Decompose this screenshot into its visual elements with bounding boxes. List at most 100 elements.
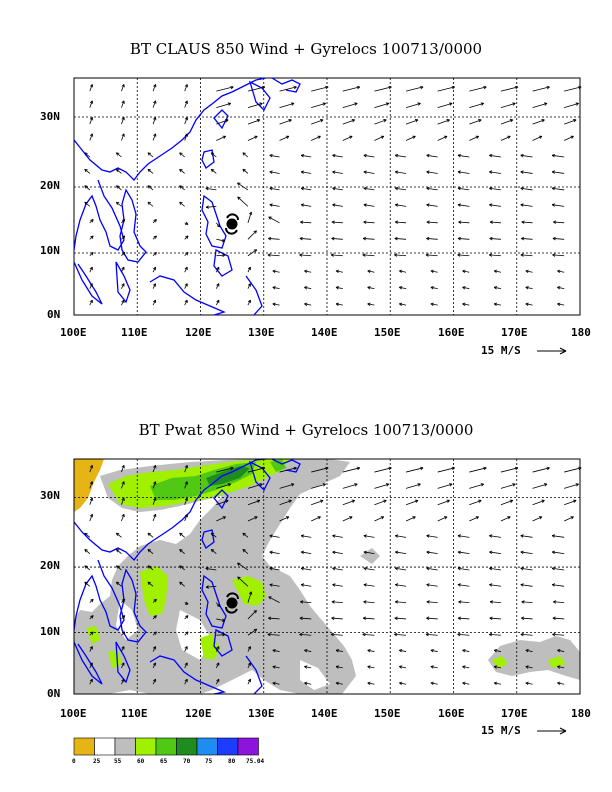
wind-vector [205, 567, 217, 571]
wind-vector [332, 186, 343, 191]
wind-vector [426, 566, 438, 571]
wind-vector [311, 102, 326, 109]
wind-vector [367, 681, 375, 686]
panel-2-reference-label: 15 M/S [481, 724, 521, 737]
wind-vector [551, 186, 565, 191]
wind-vector [304, 665, 312, 669]
wind-vector [269, 534, 280, 538]
wind-vector [430, 269, 438, 274]
wind-vector [469, 483, 485, 489]
wind-vector [551, 203, 565, 207]
wind-vector [247, 299, 251, 306]
wind-vector [551, 550, 565, 555]
wind-vector [394, 203, 407, 207]
wind-vector [121, 464, 125, 473]
wind-vector [367, 649, 375, 653]
wind-vector [437, 466, 455, 473]
wind-vector [304, 269, 312, 274]
colorbar-tick-0: 0 [72, 758, 76, 765]
wind-vector [335, 681, 343, 686]
wind-vector [304, 286, 312, 290]
wind-vector [564, 483, 579, 489]
wind-vector [437, 483, 453, 489]
panel-1-wind-vectors [84, 84, 582, 306]
wind-vector [268, 616, 280, 620]
wind-vector [89, 662, 93, 669]
wind-vector [557, 681, 565, 686]
panel-1-lat-10n: 10N [40, 244, 60, 257]
wind-vector [300, 186, 312, 191]
panel-2-pwat-shading [74, 459, 580, 694]
wind-vector [147, 185, 154, 191]
wind-vector [426, 203, 438, 207]
wind-vector [216, 466, 234, 473]
panel-1-lat-30n: 30N [40, 110, 60, 123]
wind-vector [520, 566, 533, 571]
wind-vector [469, 516, 479, 522]
wind-vector [121, 235, 126, 240]
wind-vector [564, 516, 574, 522]
wind-vector [520, 153, 533, 158]
panel-1-lon-170e: 170E [501, 326, 528, 339]
wind-vector [335, 665, 343, 669]
panel-2-lon-130e: 130E [248, 707, 275, 720]
wind-vector [462, 681, 470, 686]
panel-2-lon-110e: 110E [121, 707, 148, 720]
wind-vector [552, 253, 565, 257]
panel-1-lon-120e: 120E [185, 326, 212, 339]
panel-2-lat-10n: 10N [40, 625, 60, 638]
wind-vector [405, 135, 416, 141]
wind-vector [84, 532, 91, 538]
wind-vector [216, 135, 226, 141]
wind-vector [272, 269, 280, 274]
wind-vector [300, 600, 312, 604]
wind-vector [489, 600, 501, 604]
wind-vector [521, 616, 533, 620]
panel-2-lon-100e: 100E [60, 707, 87, 720]
wind-vector [362, 253, 375, 257]
wind-vector [457, 186, 470, 191]
wind-vector [269, 203, 280, 207]
wind-vector [332, 566, 343, 571]
panel-1-lat-20n: 20N [40, 179, 60, 192]
wind-vector [268, 596, 280, 603]
wind-vector [216, 222, 221, 228]
colorbar-swatch [176, 737, 198, 756]
wind-vector [457, 253, 470, 257]
wind-vector [84, 565, 91, 571]
wind-vector [269, 170, 280, 174]
wind-vector [152, 662, 157, 669]
wind-vector [557, 286, 565, 290]
wind-vector [553, 220, 565, 224]
panel-2-lon-170e: 170E [501, 707, 528, 720]
wind-vector [399, 665, 407, 669]
wind-vector [332, 534, 343, 538]
wind-vector [426, 583, 438, 587]
wind-vector [89, 84, 94, 92]
panel-1-lon-100e: 100E [60, 326, 87, 339]
wind-vector [457, 583, 470, 587]
wind-vector [300, 170, 312, 174]
wind-vector [335, 302, 343, 306]
wind-vector [520, 632, 533, 637]
wind-vector [152, 283, 157, 289]
colorbar-tick-6: 75 [205, 758, 213, 765]
wind-vector [89, 464, 94, 473]
panel-2-map [73, 458, 582, 735]
wind-vector [121, 266, 125, 273]
wind-vector [500, 466, 519, 473]
wind-vector [304, 681, 312, 686]
wind-vector [121, 481, 125, 489]
wind-vector [152, 646, 157, 652]
wind-vector [184, 299, 188, 306]
wind-vector [121, 646, 125, 652]
wind-vector [330, 253, 343, 257]
wind-vector [437, 135, 448, 141]
wind-vector [152, 481, 157, 489]
wind-vector [89, 283, 93, 289]
wind-vector [184, 464, 188, 473]
wind-vector [430, 665, 438, 669]
wind-vector [115, 581, 122, 587]
wind-vector [242, 152, 249, 158]
wind-vector [304, 649, 312, 653]
